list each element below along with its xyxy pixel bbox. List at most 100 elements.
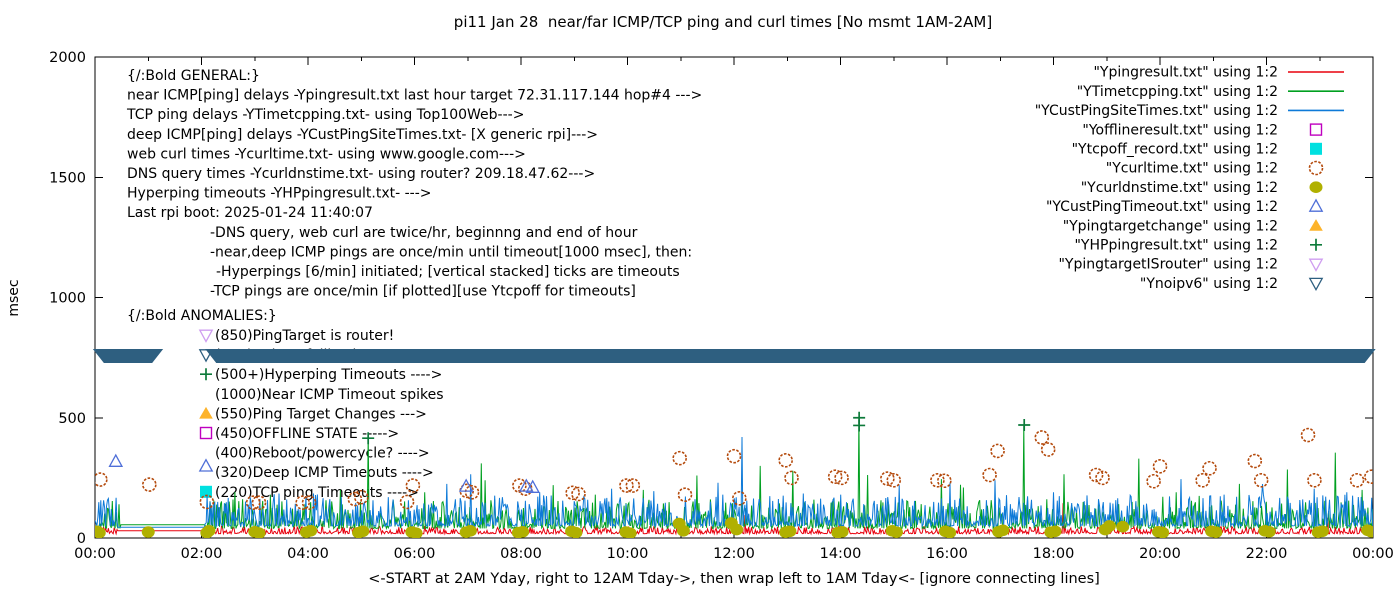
- point-circle: [1262, 525, 1276, 538]
- legend-key-circle-open: [1308, 160, 1324, 176]
- legend-label: "YCustPingTimeout.txt" using 1:2: [1046, 199, 1278, 215]
- point-circle-open: [1253, 472, 1269, 488]
- legend-key-tridown-open: [1308, 258, 1324, 272]
- point-circle: [95, 526, 106, 538]
- point-circle: [943, 526, 957, 538]
- anomaly-marker: [199, 406, 213, 419]
- legend-row: "Ynoipv6" using 1:2: [1140, 276, 1324, 292]
- point-circle: [409, 527, 423, 538]
- legend-label: "YpingtargetISrouter" using 1:2: [1058, 257, 1278, 273]
- legend-key-plus: [1310, 238, 1322, 251]
- point-circle-open: [199, 494, 215, 510]
- point-circle: [516, 525, 530, 538]
- general-line: DNS query times -Ycurldnstime.txt- using…: [127, 166, 595, 182]
- point-circle-open: [982, 467, 997, 483]
- point-circle-open: [1088, 467, 1104, 483]
- general-note: -Hyperpings [6/min] initiated; [vertical…: [216, 264, 680, 280]
- point-circle: [889, 526, 903, 538]
- point-triangle-open: [525, 479, 541, 493]
- point-circle-open: [1040, 442, 1056, 457]
- point-circle-open: [459, 483, 474, 499]
- general-note: -TCP pings are once/min [if plotted][use…: [210, 284, 636, 300]
- point-circle-open: [677, 487, 693, 503]
- general-line: web curl times -Ycurltime.txt- using www…: [127, 146, 526, 162]
- legend-key-square: [1310, 142, 1322, 155]
- point-circle-open: [1095, 470, 1110, 486]
- legend-label: "Ycurltime.txt" using 1:2: [1106, 161, 1278, 177]
- anomaly-line: (550)Ping Target Changes --->: [215, 406, 427, 422]
- general-line: Hyperping timeouts -YHPpingresult.txt- -…: [127, 186, 432, 202]
- legend-row: "Ycurldnstime.txt" using 1:2: [1081, 180, 1323, 196]
- noipv6-band-segment: [205, 349, 1376, 363]
- point-circle-open: [1307, 472, 1322, 488]
- legend: "Ypingresult.txt" using 1:2 "YTimetcpping…: [1035, 65, 1344, 292]
- point-circle: [1209, 526, 1223, 538]
- legend-label: "YCustPingSiteTimes.txt" using 1:2: [1035, 103, 1278, 119]
- point-circle: [252, 527, 266, 538]
- legend-label: "Ynoipv6" using 1:2: [1140, 276, 1278, 292]
- anomaly-line: (320)Deep ICMP Timeouts ---->: [215, 465, 434, 481]
- legend-row: "YTimetcpping.txt" using 1:2: [1077, 84, 1344, 100]
- legend-key-circle: [1309, 181, 1323, 193]
- x-tick-label: 20:00: [1139, 546, 1181, 562]
- general-line: TCP ping delays -YTimetcpping.txt- using…: [126, 107, 524, 123]
- x-tick-label: 12:00: [713, 546, 755, 562]
- point-circle: [141, 526, 155, 538]
- y-tick-label: 1000: [49, 291, 86, 307]
- point-plus: [362, 432, 375, 445]
- point-circle-open: [672, 450, 687, 466]
- x-tick-label: 18:00: [1033, 546, 1075, 562]
- point-circle: [1364, 525, 1373, 538]
- point-circle-open: [565, 485, 580, 501]
- general-line: near ICMP[ping] delays -Ypingresult.txt …: [127, 88, 702, 104]
- point-circle-open: [251, 495, 267, 510]
- point-circle: [356, 525, 370, 538]
- x-tick-label: 10:00: [607, 546, 649, 562]
- point-circle-open: [930, 472, 945, 488]
- legend-key-triangle-open: [1308, 198, 1324, 212]
- point-circle-open: [301, 495, 317, 510]
- point-circle: [623, 527, 637, 538]
- x-tick-label: 06:00: [394, 546, 436, 562]
- point-triangle-open: [519, 478, 534, 492]
- anomaly-marker: [198, 458, 214, 472]
- point-circle-open: [1195, 472, 1210, 488]
- legend-label: "Yofflineresult.txt" using 1:2: [1082, 122, 1278, 138]
- x-tick-label: 16:00: [926, 546, 968, 562]
- point-circle-open: [1349, 472, 1365, 488]
- point-circle-open: [1034, 430, 1050, 445]
- legend-key-tridown-open: [1308, 277, 1324, 292]
- point-circle-open: [295, 495, 310, 510]
- general-note: -near,deep ICMP pings are once/min until…: [210, 244, 692, 260]
- legend-row: "YCustPingTimeout.txt" using 1:2: [1046, 198, 1324, 215]
- point-circle: [1102, 520, 1116, 532]
- data-layer: [95, 411, 1373, 538]
- legend-label: "Ytcpoff_record.txt" using 1:2: [1072, 142, 1278, 158]
- scatter-series-YHPpingresult.txt: [362, 411, 1031, 445]
- anomaly-line: (450)OFFLINE STATE ----->: [215, 426, 399, 442]
- x-tick-label: 02:00: [181, 546, 223, 562]
- x-tick-label: 14:00: [820, 546, 862, 562]
- point-circle: [1156, 526, 1170, 538]
- point-circle-open: [1300, 427, 1316, 443]
- point-circle: [202, 524, 216, 537]
- general-header: {/:Bold GENERAL:}: [127, 68, 260, 84]
- point-plus: [1018, 418, 1031, 431]
- chart-title: pi11 Jan 28 near/far ICMP/TCP ping and c…: [453, 13, 993, 31]
- point-circle-open: [1364, 469, 1373, 484]
- noipv6-band: [92, 349, 1376, 363]
- legend-row: "YHPpingresult.txt" using 1:2: [1074, 238, 1322, 254]
- legend-label: "Ycurldnstime.txt" using 1:2: [1081, 180, 1278, 196]
- scatter-series-YCustPingTimeout.txt: [108, 453, 541, 493]
- x-tick-label: 00:00: [74, 546, 116, 562]
- point-circle: [676, 524, 690, 537]
- point-circle-open: [142, 477, 157, 492]
- anomaly-marker: [200, 368, 212, 381]
- legend-row: "Ycurltime.txt" using 1:2: [1106, 160, 1324, 177]
- point-circle-open: [784, 470, 799, 486]
- point-circle-open: [95, 472, 108, 487]
- y-tick-label: 1500: [49, 170, 86, 186]
- point-circle: [1048, 525, 1062, 538]
- point-circle: [730, 523, 744, 536]
